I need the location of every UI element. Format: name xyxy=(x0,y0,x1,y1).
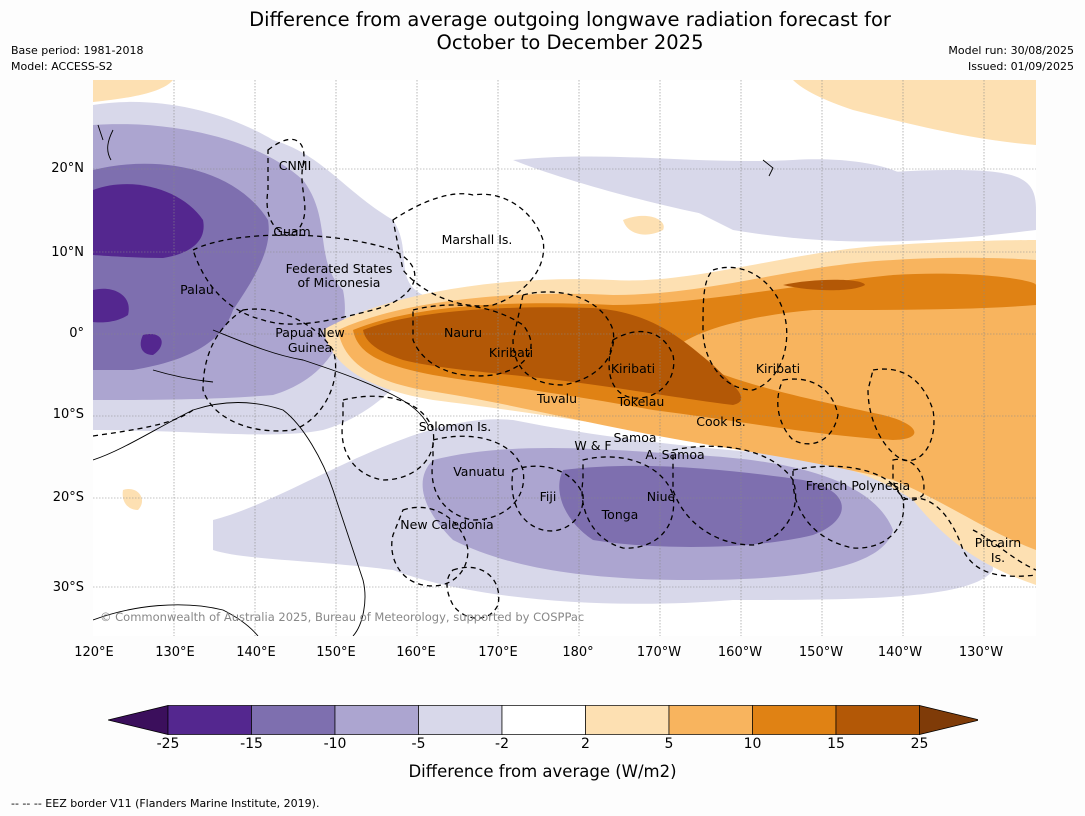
issued-date: Issued: 01/09/2025 xyxy=(967,60,1074,73)
title-line-2: October to December 2025 xyxy=(436,31,704,54)
positive-anomaly-shading xyxy=(93,80,1036,585)
x-tick-130e: 130°E xyxy=(155,645,195,660)
eez-borders xyxy=(93,138,1036,619)
colorbar-tick: -25 xyxy=(156,736,180,752)
region-label-niue: Niue xyxy=(647,489,676,504)
region-label-french-polynesia: French Polynesia xyxy=(806,478,910,493)
colorbar-extension-low xyxy=(108,705,169,735)
region-label-kiribati-central: Kiribati xyxy=(611,361,655,376)
colorbar-swatch xyxy=(585,705,670,735)
region-label-cook-islands: Cook Is. xyxy=(696,414,745,429)
x-tick-160w: 160°W xyxy=(717,645,763,660)
region-label-papua-new-guinea: Papua New Guinea xyxy=(275,325,344,355)
region-label-kiribati-east: Kiribati xyxy=(756,361,800,376)
region-label-tokelau: Tokelau xyxy=(617,394,665,409)
model-run: Model run: 30/08/2025 xyxy=(948,44,1074,57)
colorbar-swatch xyxy=(835,705,920,735)
model-name: Model: ACCESS-S2 xyxy=(11,60,113,73)
colorbar-swatch xyxy=(752,705,837,735)
base-period: Base period: 1981-2018 xyxy=(11,44,144,57)
colorbar-tick: 5 xyxy=(664,736,674,752)
region-label-nauru: Nauru xyxy=(444,325,482,340)
colorbar-label: Difference from average (W/m2) xyxy=(408,762,677,781)
region-label-solomon-islands: Solomon Is. xyxy=(419,419,492,434)
colorbar-swatch xyxy=(167,705,252,735)
region-label-wallis-futuna: W & F xyxy=(574,438,611,453)
y-tick-30s: 30°S xyxy=(52,580,84,595)
x-tick-140e: 140°E xyxy=(236,645,276,660)
x-tick-130w: 130°W xyxy=(958,645,1004,660)
right-metadata: Model run: 30/08/2025 Issued: 01/09/2025 xyxy=(948,43,1074,75)
region-label-kiribati-west: Kiribati xyxy=(489,345,533,360)
region-label-tonga: Tonga xyxy=(601,507,639,522)
region-label-marshall-islands: Marshall Is. xyxy=(442,232,513,247)
region-label-new-caledonia: New Caledonia xyxy=(400,517,493,532)
region-label-pitcairn-islands: Pitcairn Is. xyxy=(975,535,1021,565)
region-label-fiji: Fiji xyxy=(540,489,557,504)
y-tick-10s: 10°S xyxy=(52,407,84,422)
region-label-tuvalu: Tuvalu xyxy=(536,391,577,406)
colorbar-tick: 15 xyxy=(827,736,845,752)
colorbar-tick: -10 xyxy=(323,736,347,752)
region-labels: CNMI Guam Marshall Is. Federated States o… xyxy=(180,158,1021,565)
forecast-map: CNMI Guam Marshall Is. Federated States o… xyxy=(93,80,1036,636)
colorbar-tick: -2 xyxy=(495,736,509,752)
colorbar-tick: -15 xyxy=(240,736,263,752)
y-tick-0: 0° xyxy=(69,326,84,341)
colorbar-swatches xyxy=(108,705,978,735)
x-tick-160e: 160°E xyxy=(396,645,436,660)
region-label-micronesia: Federated States of Micronesia xyxy=(286,261,393,290)
colorbar xyxy=(108,705,978,735)
x-tick-150e: 150°E xyxy=(316,645,356,660)
x-tick-170e: 170°E xyxy=(478,645,518,660)
region-label-american-samoa: A. Samoa xyxy=(645,447,704,462)
colorbar-swatch xyxy=(501,705,586,735)
copyright-notice: © Commonwealth of Australia 2025, Bureau… xyxy=(100,610,585,624)
x-tick-140w: 140°W xyxy=(877,645,923,660)
colorbar-swatch xyxy=(668,705,753,735)
x-tick-180: 180° xyxy=(562,645,594,660)
left-metadata: Base period: 1981-2018 Model: ACCESS-S2 xyxy=(11,43,143,75)
colorbar-swatch xyxy=(251,705,336,735)
gridlines xyxy=(93,80,1036,636)
y-tick-20n: 20°N xyxy=(51,161,84,176)
region-label-guam: Guam xyxy=(273,224,310,239)
colorbar-tick: 25 xyxy=(910,736,929,752)
colorbar-swatch xyxy=(418,705,503,735)
eez-footnote: -- -- -- EEZ border V11 (Flanders Marine… xyxy=(11,797,320,810)
region-label-vanuatu: Vanuatu xyxy=(453,464,505,479)
title-line-1: Difference from average outgoing longwav… xyxy=(249,8,891,31)
x-tick-170w: 170°W xyxy=(636,645,682,660)
colorbar-extension-high xyxy=(919,705,978,735)
colorbar-tick: -5 xyxy=(411,736,426,752)
colorbar-tick: 10 xyxy=(743,736,762,752)
y-tick-20s: 20°S xyxy=(52,490,84,505)
colorbar-swatch xyxy=(334,705,419,735)
coastlines xyxy=(93,124,774,636)
region-label-samoa: Samoa xyxy=(613,430,656,445)
x-tick-150w: 150°W xyxy=(798,645,844,660)
y-tick-10n: 10°N xyxy=(51,245,84,260)
region-label-palau: Palau xyxy=(180,282,214,297)
colorbar-tick: 2 xyxy=(581,736,590,752)
map-title: Difference from average outgoing longwav… xyxy=(0,8,1085,54)
x-tick-120e: 120°E xyxy=(74,645,114,660)
region-label-cnmi: CNMI xyxy=(279,158,312,173)
